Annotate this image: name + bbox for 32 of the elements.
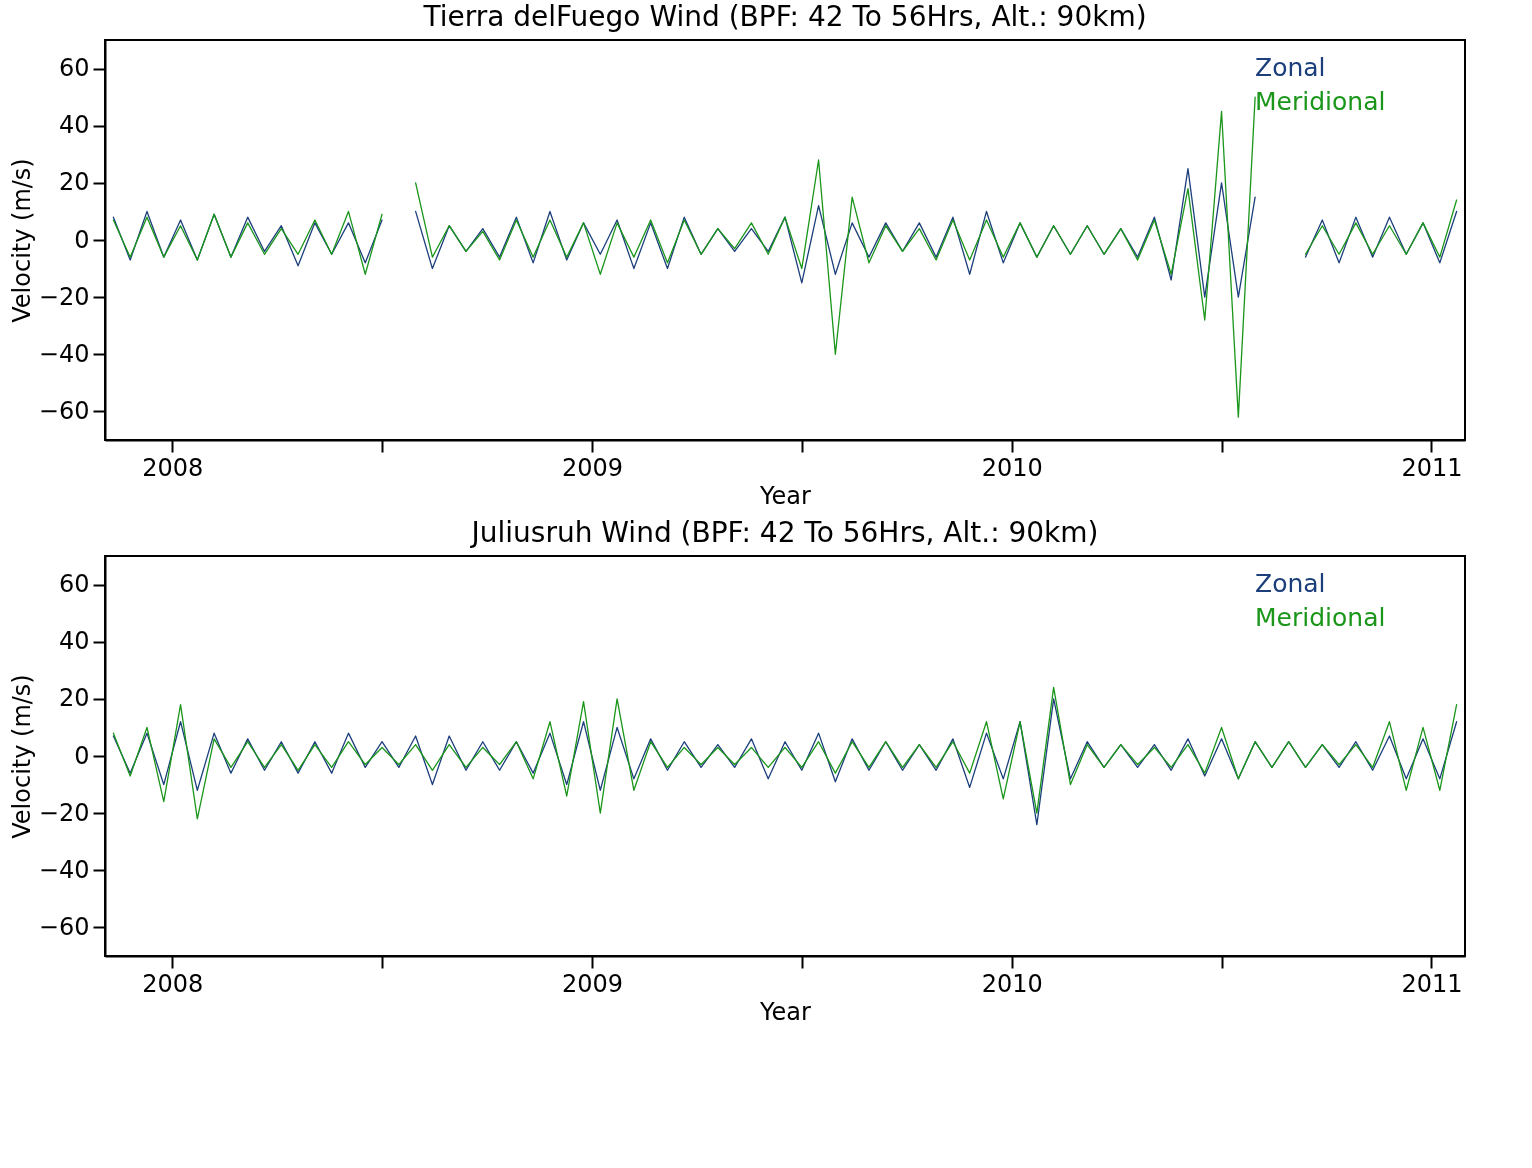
y-tick-label: 40 — [58, 111, 90, 140]
x-tick-label: 2009 — [561, 453, 623, 482]
y-tick-label: −20 — [38, 798, 90, 827]
y-tick-label: 0 — [74, 741, 90, 770]
x-tick-label: 2010 — [981, 453, 1043, 482]
x-axis-title: Year — [759, 481, 812, 510]
x-tick-label: 2009 — [561, 969, 623, 998]
y-tick-label: −40 — [38, 339, 90, 368]
x-tick-label: 2011 — [1401, 969, 1463, 998]
y-tick-label: −20 — [38, 282, 90, 311]
y-tick-label: 40 — [58, 627, 90, 656]
y-tick-label: −40 — [38, 855, 90, 884]
text: Meridional — [1255, 603, 1386, 632]
y-tick-label: −60 — [38, 396, 90, 425]
y-tick-label: 60 — [58, 54, 90, 83]
x-tick-label: 2008 — [142, 969, 204, 998]
x-axis-title: Year — [759, 997, 812, 1026]
y-tick-label: 60 — [58, 570, 90, 599]
x-tick-label: 2010 — [981, 969, 1043, 998]
chart-title: Juliusruh Wind (BPF: 42 To 56Hrs, Alt.: 90km) — [469, 516, 1099, 549]
text: Zonal — [1255, 569, 1326, 598]
y-tick-label: 20 — [58, 168, 90, 197]
x-tick-label: 2011 — [1401, 453, 1463, 482]
x-tick-label: 2008 — [142, 453, 204, 482]
y-tick-label: 20 — [58, 684, 90, 713]
y-axis-title: Velocity (m/s) — [7, 158, 36, 323]
series-label: Meridional — [1255, 87, 1386, 116]
text: Zonal — [1255, 53, 1326, 82]
y-axis-title: Velocity (m/s) — [7, 674, 36, 839]
y-tick-label: −60 — [38, 912, 90, 941]
chart-title: Tierra delFuego Wind (BPF: 42 To 56Hrs, Alt.: 90km) — [422, 0, 1147, 33]
y-tick-label: 0 — [74, 225, 90, 254]
